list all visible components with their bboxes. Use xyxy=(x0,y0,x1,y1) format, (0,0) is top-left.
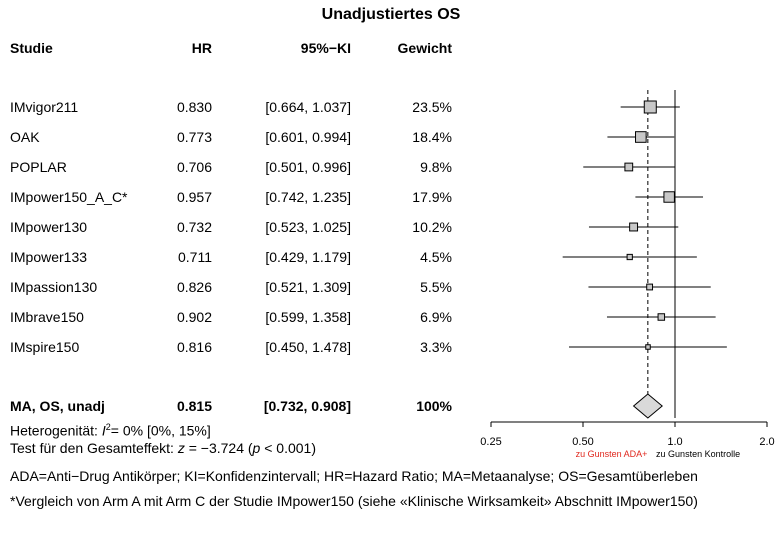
study-name: IMspire150 xyxy=(10,339,80,355)
study-ci: [0.429, 1.179] xyxy=(265,249,351,265)
study-weight: 10.2% xyxy=(412,219,452,235)
study-name: IMvigor211 xyxy=(10,99,79,115)
study-name: IMpower130 xyxy=(10,219,88,235)
study-ci: [0.599, 1.358] xyxy=(265,309,351,325)
study-hr: 0.773 xyxy=(176,129,212,145)
study-point-square xyxy=(635,131,647,143)
summary-weight: 100% xyxy=(416,398,452,414)
column-header-hr: HR xyxy=(191,40,212,56)
comparison-footnote: *Vergleich von Arm A mit Arm C der Studi… xyxy=(10,493,698,509)
study-point-square xyxy=(624,162,634,172)
study-hr: 0.706 xyxy=(176,159,212,175)
study-weight: 5.5% xyxy=(420,279,452,295)
study-point-square xyxy=(645,344,651,350)
study-point-square xyxy=(657,313,666,321)
study-hr: 0.711 xyxy=(178,249,212,265)
study-weight: 18.4% xyxy=(412,129,452,145)
study-hr: 0.902 xyxy=(176,309,212,325)
study-name: POPLAR xyxy=(10,159,67,175)
study-weight: 3.3% xyxy=(420,339,452,355)
study-ci: [0.450, 1.478] xyxy=(265,339,351,355)
study-weight: 4.5% xyxy=(420,249,452,265)
study-weight: 9.8% xyxy=(420,159,452,175)
x-axis-tick-label: 0.50 xyxy=(572,436,593,448)
study-hr: 0.957 xyxy=(176,189,212,205)
study-ci: [0.523, 1.025] xyxy=(265,219,351,235)
study-point-square xyxy=(626,253,633,261)
heterogeneity-note: Heterogenität: I2= 0% [0%, 15%] xyxy=(10,422,211,439)
study-point-square xyxy=(646,283,654,291)
x-axis-tick-label: 1.0 xyxy=(667,436,682,448)
x-axis-tick-label: 2.0 xyxy=(759,436,774,448)
study-name: OAK xyxy=(10,129,40,145)
summary-diamond xyxy=(632,393,663,419)
x-axis-tick-label: 0.25 xyxy=(480,436,501,448)
study-hr: 0.816 xyxy=(176,339,212,355)
overall-effect-test: Test für den Gesamteffekt: z = −3.724 (p… xyxy=(10,440,316,456)
study-weight: 6.9% xyxy=(420,309,452,325)
study-hr: 0.732 xyxy=(176,219,212,235)
study-weight: 23.5% xyxy=(412,99,452,115)
study-name: IMpower133 xyxy=(10,249,88,265)
summary-hr: 0.815 xyxy=(176,398,212,414)
study-ci: [0.501, 0.996] xyxy=(265,159,351,175)
favours-control-label: zu Gunsten Kontrolle xyxy=(656,449,740,459)
study-name: IMpassion130 xyxy=(10,279,98,295)
abbreviations-note: ADA=Anti−Drug Antikörper; KI=Konfidenzin… xyxy=(10,468,698,484)
column-header-ci: 95%−KI xyxy=(300,40,351,56)
column-header-study: Studie xyxy=(10,40,53,56)
summary-name: MA, OS, unadj xyxy=(10,398,105,414)
study-ci: [0.521, 1.309] xyxy=(265,279,351,295)
summary-ci: [0.732, 0.908] xyxy=(263,398,351,414)
study-ci: [0.601, 0.994] xyxy=(265,129,351,145)
study-point-square xyxy=(643,100,657,114)
study-name: IMpower150_A_C* xyxy=(10,189,128,205)
study-ci: [0.742, 1.235] xyxy=(265,189,351,205)
study-name: IMbrave150 xyxy=(10,309,84,325)
study-hr: 0.830 xyxy=(176,99,212,115)
chart-title: Unadjustiertes OS xyxy=(321,6,461,23)
study-point-square xyxy=(629,222,639,232)
favours-ada-label: zu Gunsten ADA+ xyxy=(576,449,648,459)
study-hr: 0.826 xyxy=(176,279,212,295)
column-header-weight: Gewicht xyxy=(397,40,452,56)
study-point-square xyxy=(663,191,675,203)
study-weight: 17.9% xyxy=(412,189,452,205)
study-ci: [0.664, 1.037] xyxy=(265,99,351,115)
